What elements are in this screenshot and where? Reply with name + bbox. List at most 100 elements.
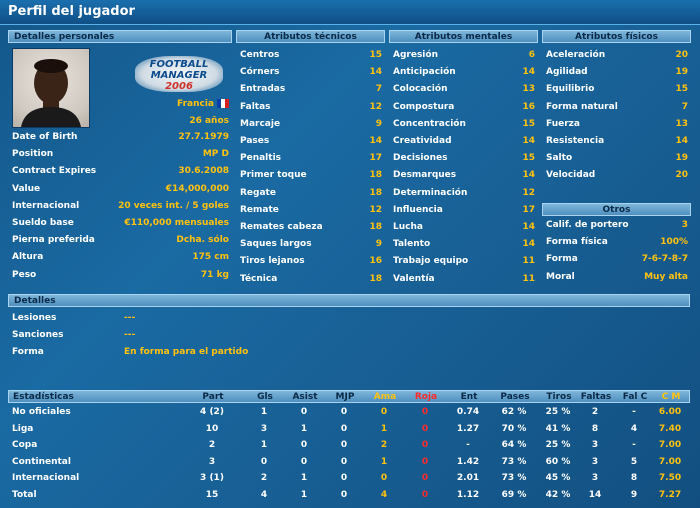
stat-cell: 7.00: [658, 440, 682, 450]
technical-attribute-row[interactable]: Primer toque 18: [236, 167, 385, 184]
stat-cell: 2: [260, 473, 268, 483]
stat-row[interactable]: No oficiales 4 (2) 1 0 0 0 0 0.74 62 % 25 % 2 - 6.00: [8, 404, 690, 421]
stat-header-11[interactable]: Fal C: [622, 392, 648, 402]
stat-header-9[interactable]: Tiros: [546, 392, 572, 402]
personal-detail-row[interactable]: Contract Expires 30.6.2008: [8, 163, 232, 180]
personal-details-header: Detalles personales: [8, 30, 232, 43]
technical-attribute-row[interactable]: Marcaje 9: [236, 116, 385, 133]
detail-row[interactable]: Sanciones ---: [8, 327, 690, 344]
mental-attribute-row[interactable]: Lucha 14: [389, 219, 538, 236]
detail-value: En forma para el partido: [124, 347, 249, 358]
technical-attribute-row[interactable]: Tiros lejanos 16: [236, 253, 385, 270]
technical-attribute-value: 14: [369, 67, 382, 78]
technical-attribute-row[interactable]: Regate 18: [236, 185, 385, 202]
mental-attribute-row[interactable]: Anticipación 14: [389, 64, 538, 81]
personal-detail-row[interactable]: Peso 71 kg: [8, 267, 232, 284]
physical-attribute-row[interactable]: Resistencia 14: [542, 133, 691, 150]
mental-attribute-row[interactable]: Colocación 13: [389, 81, 538, 98]
stat-row[interactable]: Continental 3 0 0 0 1 0 1.42 73 % 60 % 3 5 7.00: [8, 454, 690, 471]
stat-cell: 0: [300, 440, 308, 450]
stat-header-3[interactable]: Asist: [292, 392, 318, 402]
other-attribute-row[interactable]: Forma 7-6-7-8-7: [542, 251, 691, 268]
detail-value: ---: [124, 313, 136, 323]
technical-attribute-row[interactable]: Saques largos 9: [236, 236, 385, 253]
stat-cell: 6.00: [658, 407, 682, 417]
stat-header-8[interactable]: Pases: [500, 392, 530, 402]
technical-attribute-row[interactable]: Remate 12: [236, 202, 385, 219]
mental-attribute-row[interactable]: Trabajo equipo 11: [389, 253, 538, 270]
detail-row[interactable]: Forma En forma para el partido: [8, 344, 690, 361]
technical-attribute-row[interactable]: Entradas 7: [236, 81, 385, 98]
personal-detail-row[interactable]: Internacional 20 veces int. / 5 goles: [8, 198, 232, 215]
other-attribute-label: Moral: [546, 271, 575, 282]
other-attribute-row[interactable]: Calif. de portero 3: [542, 217, 691, 234]
stat-header-2[interactable]: Gls: [257, 392, 273, 402]
stat-header-12[interactable]: C M: [661, 392, 681, 402]
mental-attribute-row[interactable]: Creatividad 14: [389, 133, 538, 150]
mental-attribute-row[interactable]: Desmarques 14: [389, 167, 538, 184]
physical-attribute-row[interactable]: Velocidad 20: [542, 167, 691, 184]
mental-attribute-row[interactable]: Influencia 17: [389, 202, 538, 219]
stat-header-10[interactable]: Faltas: [580, 392, 612, 402]
personal-detail-row[interactable]: Position MP D: [8, 146, 232, 163]
technical-attribute-row[interactable]: Remates cabeza 18: [236, 219, 385, 236]
stat-cell: 0: [340, 407, 348, 417]
technical-attribute-row[interactable]: Técnica 18: [236, 271, 385, 288]
mental-attribute-row[interactable]: Valentía 11: [389, 271, 538, 288]
stat-cell: 0: [421, 407, 429, 417]
mental-attribute-row[interactable]: Agresión 6: [389, 47, 538, 64]
physical-attribute-row[interactable]: Agilidad 19: [542, 64, 691, 81]
mental-attribute-row[interactable]: Concentración 15: [389, 116, 538, 133]
technical-attribute-row[interactable]: Centros 15: [236, 47, 385, 64]
stat-row[interactable]: Copa 2 1 0 0 2 0 - 64 % 25 % 3 - 7.00: [8, 437, 690, 454]
personal-detail-row[interactable]: Altura 175 cm: [8, 249, 232, 266]
mental-attribute-label: Talento: [393, 239, 431, 250]
stat-cell: 0: [421, 423, 429, 434]
technical-attribute-row[interactable]: Faltas 12: [236, 99, 385, 116]
physical-attribute-row[interactable]: Aceleración 20: [542, 47, 691, 64]
stat-cell: 2: [208, 440, 216, 450]
physical-attribute-value: 20: [675, 50, 688, 60]
stat-row[interactable]: Total 15 4 1 0 4 0 1.12 69 % 42 % 14 9 7.27: [8, 487, 690, 504]
personal-detail-row[interactable]: Date of Birth 27.7.1979: [8, 129, 232, 146]
personal-detail-row[interactable]: Pierna preferida Dcha. sólo: [8, 232, 232, 249]
stat-header-6[interactable]: Roja: [414, 392, 438, 402]
stat-header-7[interactable]: Ent: [460, 392, 478, 402]
physical-attribute-row[interactable]: Fuerza 13: [542, 116, 691, 133]
technical-attribute-row[interactable]: Penaltis 17: [236, 150, 385, 167]
stat-header-4[interactable]: MJP: [335, 392, 355, 402]
mental-attribute-row[interactable]: Decisiones 15: [389, 150, 538, 167]
stat-cell: 1: [380, 423, 388, 434]
technical-attribute-value: 17: [369, 153, 382, 164]
stat-cell: 7.00: [658, 456, 682, 467]
personal-detail-row[interactable]: Value €14,000,000: [8, 181, 232, 198]
physical-attribute-row[interactable]: Equilibrio 15: [542, 81, 691, 98]
personal-details-panel: Detalles personales: [8, 30, 232, 288]
other-attribute-row[interactable]: Forma física 100%: [542, 234, 691, 251]
physical-attribute-row[interactable]: Forma natural 7: [542, 99, 691, 116]
mental-attribute-row[interactable]: Determinación 12: [389, 185, 538, 202]
physical-attribute-row[interactable]: Salto 19: [542, 150, 691, 167]
physical-attributes-header: Atributos físicos: [542, 30, 691, 43]
stat-row[interactable]: Liga 10 3 1 0 1 0 1.27 70 % 41 % 8 4 7.40: [8, 421, 690, 438]
details-panel: Detalles Lesiones --- Sanciones --- Forma En …: [8, 294, 690, 364]
other-attribute-row[interactable]: Moral Muy alta: [542, 269, 691, 286]
stat-row[interactable]: Internacional 3 (1) 2 1 0 0 0 2.01 73 % 45 % 3 8 7.5…: [8, 470, 690, 487]
personal-detail-row[interactable]: Sueldo base €110,000 mensuales: [8, 215, 232, 232]
physical-attribute-label: Agilidad: [546, 67, 588, 78]
mental-attribute-value: 14: [522, 67, 535, 78]
technical-attribute-row[interactable]: Córners 14: [236, 64, 385, 81]
stat-header-1[interactable]: Part: [202, 392, 224, 402]
personal-detail-value: 71 kg: [200, 269, 229, 280]
stat-header-5[interactable]: Ama: [373, 392, 397, 402]
detail-row[interactable]: Lesiones ---: [8, 310, 690, 327]
technical-attribute-label: Primer toque: [240, 170, 307, 181]
stat-header-0[interactable]: Estadísticas: [13, 392, 74, 402]
stat-competition: No oficiales: [12, 407, 71, 417]
detail-label: Sanciones: [12, 330, 64, 341]
stat-cell: 1: [260, 407, 268, 417]
technical-attribute-row[interactable]: Pases 14: [236, 133, 385, 150]
nationality-row[interactable]: Francia: [150, 99, 229, 109]
mental-attribute-row[interactable]: Compostura 16: [389, 99, 538, 116]
mental-attribute-row[interactable]: Talento 14: [389, 236, 538, 253]
